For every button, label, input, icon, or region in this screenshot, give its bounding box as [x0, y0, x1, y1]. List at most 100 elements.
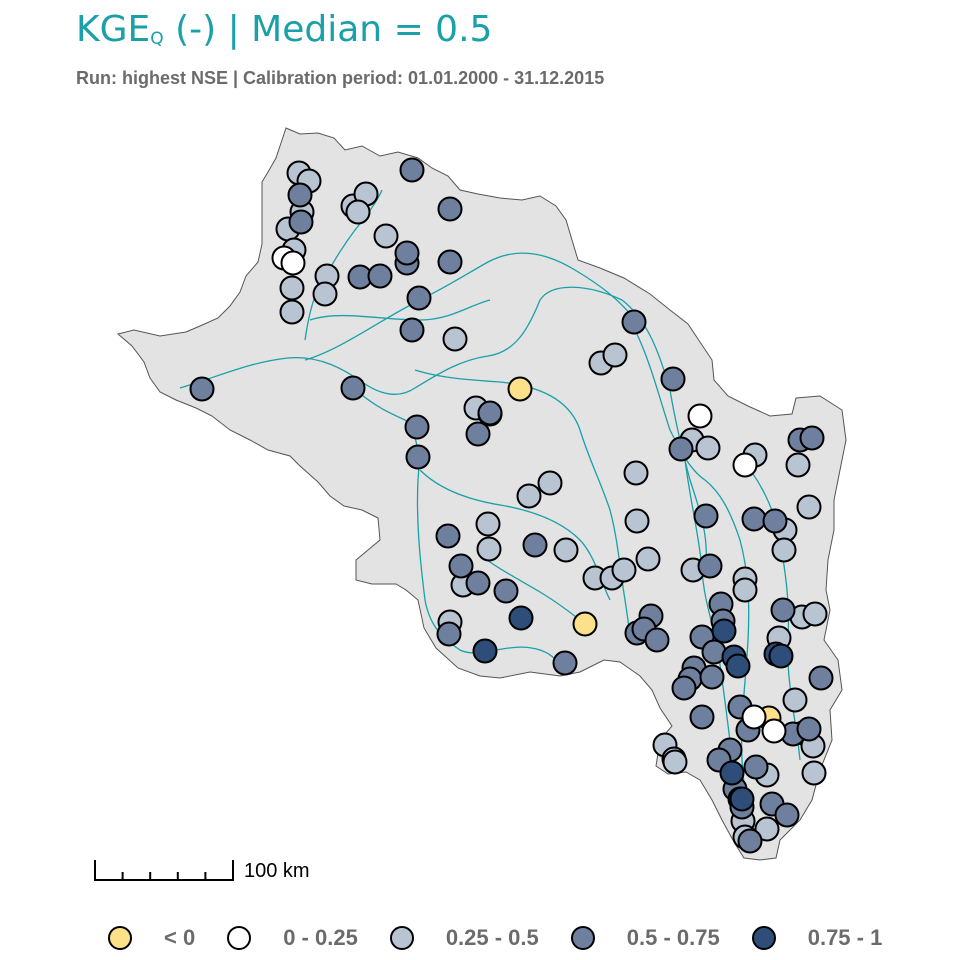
gauge-point-c3[interactable] — [644, 627, 670, 653]
title-suffix: (-) | Median = 0.5 — [163, 9, 493, 50]
gauge-point-c2[interactable] — [475, 511, 501, 537]
gauge-point-c4[interactable] — [725, 653, 751, 679]
gauge-point-c3[interactable] — [741, 506, 767, 532]
gauge-point-c3[interactable] — [522, 532, 548, 558]
gauge-point-c4[interactable] — [472, 638, 498, 664]
gauge-point-c3[interactable] — [796, 716, 822, 742]
gauge-point-c3[interactable] — [660, 366, 686, 392]
gauge-point-c2[interactable] — [553, 537, 579, 563]
gauge-point-c2[interactable] — [602, 342, 628, 368]
legend-label: 0.5 - 0.75 — [626, 925, 720, 950]
gauge-point-c3[interactable] — [770, 597, 796, 623]
legend-swatch — [389, 926, 414, 950]
legend-swatch — [751, 926, 776, 950]
gauge-point-c3[interactable] — [808, 665, 834, 691]
gauge-point-c3[interactable] — [435, 523, 461, 549]
gauge-point-c3[interactable] — [394, 240, 420, 266]
gauge-point-c2[interactable] — [373, 223, 399, 249]
gauge-point-c3[interactable] — [189, 376, 215, 402]
gauge-point-c3[interactable] — [399, 157, 425, 183]
gauge-point-c2[interactable] — [516, 483, 542, 509]
gauge-point-c1[interactable] — [280, 250, 306, 276]
gauge-point-c3[interactable] — [552, 650, 578, 676]
gauge-point-c3[interactable] — [697, 553, 723, 579]
gauge-point-c2[interactable] — [476, 536, 502, 562]
gauge-point-c2[interactable] — [279, 275, 305, 301]
gauge-point-c3[interactable] — [465, 421, 491, 447]
gauge-point-c2[interactable] — [695, 435, 721, 461]
river-line — [309, 299, 491, 321]
gauge-point-c2[interactable] — [802, 601, 828, 627]
gauge-point-c2[interactable] — [279, 299, 305, 325]
gauge-point-c3[interactable] — [493, 578, 519, 604]
gauge-point-c3[interactable] — [288, 209, 314, 235]
gauge-point-c2[interactable] — [732, 577, 758, 603]
gauge-point-c2[interactable] — [611, 557, 637, 583]
gauge-point-c2[interactable] — [785, 452, 811, 478]
river-line — [634, 329, 751, 846]
gauge-point-c3[interactable] — [774, 802, 800, 828]
gauge-point-c4[interactable] — [719, 760, 745, 786]
gauge-point-c2[interactable] — [624, 508, 650, 534]
gauge-point-c3[interactable] — [340, 375, 366, 401]
gauge-point-c3[interactable] — [621, 309, 647, 335]
legend-swatch — [108, 926, 132, 950]
legend-label: 0 - 0.25 — [283, 925, 358, 950]
gauge-point-c3[interactable] — [404, 414, 430, 440]
gauge-point-c2[interactable] — [635, 546, 661, 572]
gauge-point-c0[interactable] — [507, 376, 533, 402]
gauge-point-c4[interactable] — [729, 786, 755, 812]
gauge-point-c2[interactable] — [623, 460, 649, 486]
gauge-point-c3[interactable] — [668, 436, 694, 462]
gauge-point-c2[interactable] — [345, 199, 371, 225]
scale-bar: 100 km — [92, 856, 332, 886]
gauge-point-c4[interactable] — [768, 643, 794, 669]
legend-label: < 0 — [164, 925, 196, 950]
gauge-point-c2[interactable] — [537, 470, 563, 496]
gauge-point-c3[interactable] — [743, 754, 769, 780]
gauge-point-c0[interactable] — [572, 611, 598, 637]
gauge-point-c3[interactable] — [448, 553, 474, 579]
gauge-point-c3[interactable] — [689, 704, 715, 730]
gauge-point-c3[interactable] — [405, 444, 431, 470]
gauge-point-c3[interactable] — [762, 508, 788, 534]
gauge-point-c3[interactable] — [737, 828, 763, 854]
gauge-point-c2[interactable] — [662, 749, 688, 775]
gauge-point-c3[interactable] — [437, 249, 463, 275]
gauge-point-c3[interactable] — [465, 570, 491, 596]
legend-item: < 0 — [108, 925, 195, 951]
gauge-point-c2[interactable] — [782, 687, 808, 713]
gauge-point-c3[interactable] — [437, 196, 463, 222]
scale-bar-ruler — [94, 860, 234, 881]
gauge-point-c4[interactable] — [711, 618, 737, 644]
gauge-point-c3[interactable] — [436, 621, 462, 647]
gauge-point-c3[interactable] — [699, 664, 725, 690]
legend-item: 0 - 0.25 — [227, 925, 358, 951]
gauge-point-c3[interactable] — [477, 400, 503, 426]
gauge-point-c3[interactable] — [671, 675, 697, 701]
gauge-point-c3[interactable] — [799, 425, 825, 451]
gauge-point-c3[interactable] — [406, 285, 432, 311]
gauge-point-c3[interactable] — [399, 317, 425, 343]
legend-label: 0.75 - 1 — [807, 925, 883, 950]
gauge-point-c1[interactable] — [732, 452, 758, 478]
gauge-point-c1[interactable] — [687, 403, 713, 429]
legend-item: 0.5 - 0.75 — [570, 925, 720, 951]
gauge-point-c3[interactable] — [693, 503, 719, 529]
gauge-point-c4[interactable] — [508, 605, 534, 631]
gauge-point-c2[interactable] — [312, 281, 338, 307]
map-title: KGEQ (-) | Median = 0.5 — [76, 8, 492, 61]
gauge-point-c1[interactable] — [741, 704, 767, 730]
gauge-point-c2[interactable] — [754, 816, 780, 842]
gauge-point-c2[interactable] — [796, 494, 822, 520]
gauge-point-c2[interactable] — [771, 537, 797, 563]
legend-item: 0.75 - 1 — [751, 925, 883, 951]
gauge-point-c3[interactable] — [287, 182, 313, 208]
gauge-point-c3[interactable] — [367, 263, 393, 289]
gauge-point-c2[interactable] — [442, 326, 468, 352]
river-line — [414, 369, 630, 641]
gauge-point-c1[interactable] — [761, 718, 787, 744]
legend-item: 0.25 - 0.5 — [389, 925, 539, 951]
gauge-point-c2[interactable] — [801, 760, 827, 786]
